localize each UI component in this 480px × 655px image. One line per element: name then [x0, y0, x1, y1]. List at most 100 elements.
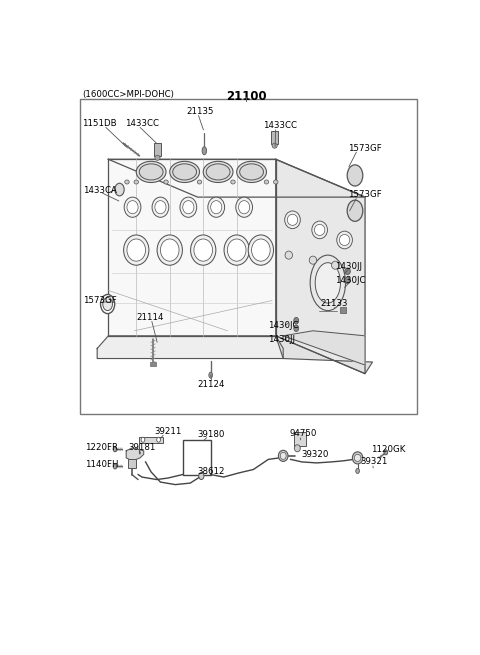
Ellipse shape: [239, 200, 250, 214]
Ellipse shape: [164, 180, 168, 184]
Bar: [271, 131, 278, 144]
Ellipse shape: [127, 200, 138, 214]
Text: 1430JC: 1430JC: [335, 276, 366, 285]
Text: 21133: 21133: [321, 299, 348, 308]
Ellipse shape: [203, 161, 233, 183]
Ellipse shape: [309, 256, 317, 264]
Text: 94750: 94750: [290, 429, 317, 438]
Ellipse shape: [272, 143, 277, 148]
Text: 1573GF: 1573GF: [348, 190, 382, 199]
Ellipse shape: [197, 180, 202, 184]
Bar: [128, 459, 136, 468]
Text: 1573GF: 1573GF: [348, 143, 382, 153]
Ellipse shape: [136, 161, 166, 183]
Text: 21135: 21135: [186, 107, 214, 116]
Text: 1120GK: 1120GK: [371, 445, 405, 454]
Ellipse shape: [248, 235, 274, 265]
Ellipse shape: [208, 197, 225, 217]
Text: 38612: 38612: [198, 468, 225, 476]
Ellipse shape: [127, 239, 145, 261]
Ellipse shape: [237, 161, 266, 183]
Text: 1433CA: 1433CA: [83, 186, 117, 195]
Ellipse shape: [113, 447, 117, 452]
Ellipse shape: [156, 437, 160, 442]
Ellipse shape: [345, 277, 350, 284]
Ellipse shape: [339, 234, 350, 246]
Text: 1433CC: 1433CC: [125, 119, 159, 128]
Ellipse shape: [191, 235, 216, 265]
Ellipse shape: [285, 251, 292, 259]
Ellipse shape: [134, 180, 139, 184]
Ellipse shape: [103, 297, 112, 310]
Ellipse shape: [288, 214, 298, 225]
Text: 21114: 21114: [136, 312, 164, 322]
Polygon shape: [108, 159, 365, 197]
Ellipse shape: [100, 295, 115, 314]
Ellipse shape: [183, 200, 194, 214]
Ellipse shape: [155, 155, 160, 160]
Text: 1430JJ: 1430JJ: [335, 262, 362, 271]
Bar: [139, 437, 163, 443]
Polygon shape: [276, 159, 365, 373]
Ellipse shape: [152, 197, 169, 217]
Ellipse shape: [384, 450, 388, 455]
Text: 21124: 21124: [197, 381, 224, 389]
Text: 39181: 39181: [128, 443, 156, 453]
Text: 1430JC: 1430JC: [267, 321, 298, 330]
Ellipse shape: [345, 268, 350, 274]
Ellipse shape: [224, 235, 249, 265]
Ellipse shape: [236, 197, 252, 217]
Ellipse shape: [124, 235, 149, 265]
Ellipse shape: [314, 225, 325, 235]
Ellipse shape: [160, 239, 179, 261]
Ellipse shape: [231, 180, 235, 184]
Ellipse shape: [294, 318, 299, 324]
Ellipse shape: [202, 147, 206, 155]
Ellipse shape: [139, 164, 163, 180]
Ellipse shape: [240, 164, 264, 180]
Ellipse shape: [315, 263, 340, 303]
Ellipse shape: [252, 239, 270, 261]
Ellipse shape: [170, 161, 200, 183]
Ellipse shape: [347, 200, 363, 221]
Ellipse shape: [211, 200, 222, 214]
Polygon shape: [97, 336, 283, 358]
Bar: [294, 432, 306, 446]
Ellipse shape: [206, 164, 230, 180]
Ellipse shape: [294, 445, 300, 452]
Ellipse shape: [199, 472, 204, 479]
Text: 1151DB: 1151DB: [83, 119, 117, 128]
Ellipse shape: [173, 164, 196, 180]
Bar: [340, 307, 346, 312]
Ellipse shape: [294, 325, 299, 331]
Ellipse shape: [194, 239, 213, 261]
Polygon shape: [276, 336, 372, 373]
Ellipse shape: [347, 165, 363, 186]
Text: 1573GF: 1573GF: [83, 296, 117, 305]
Ellipse shape: [113, 464, 117, 469]
Polygon shape: [283, 331, 365, 365]
Text: 1430JJ: 1430JJ: [267, 335, 295, 344]
Ellipse shape: [278, 450, 288, 461]
Ellipse shape: [280, 453, 286, 459]
Text: 39180: 39180: [197, 430, 224, 439]
Bar: [154, 143, 161, 157]
Polygon shape: [108, 159, 276, 336]
Ellipse shape: [264, 180, 269, 184]
Ellipse shape: [228, 239, 246, 261]
Ellipse shape: [356, 468, 360, 474]
Text: 1140FH: 1140FH: [85, 460, 119, 470]
Ellipse shape: [285, 211, 300, 229]
Ellipse shape: [310, 255, 346, 310]
Ellipse shape: [337, 231, 352, 249]
Bar: [183, 440, 211, 474]
Ellipse shape: [141, 437, 145, 442]
Ellipse shape: [209, 372, 213, 378]
Ellipse shape: [125, 180, 129, 184]
Text: 39320: 39320: [301, 450, 328, 459]
Ellipse shape: [354, 455, 361, 461]
Ellipse shape: [124, 197, 141, 217]
Text: 39321: 39321: [360, 457, 388, 466]
Text: 1433CC: 1433CC: [263, 121, 297, 130]
Ellipse shape: [115, 183, 124, 196]
